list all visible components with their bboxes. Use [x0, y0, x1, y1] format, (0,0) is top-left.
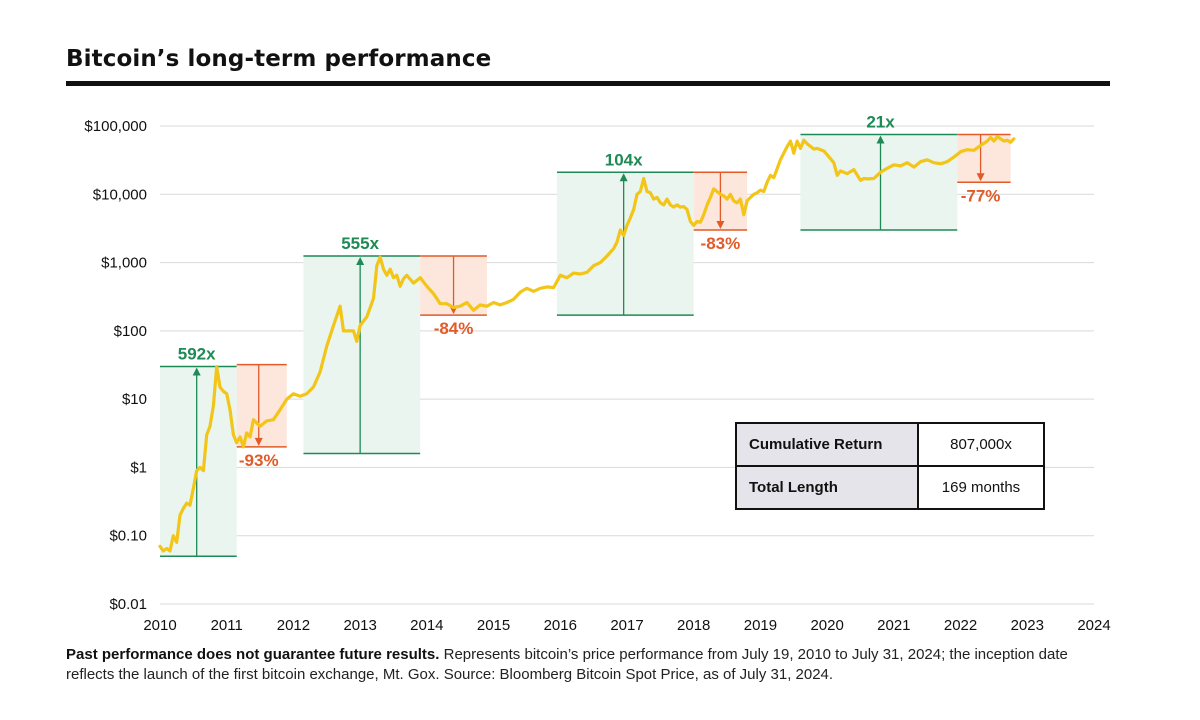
summary-row-total-length: Total Length 169 months	[735, 465, 1045, 510]
arrow-up-icon	[356, 256, 365, 265]
footnote-source: Represents bitcoin’s price performance f…	[66, 646, 1068, 683]
drawdown-label: -83%	[701, 234, 741, 253]
arrow-up-icon	[876, 135, 885, 144]
page-title: Bitcoin’s long-term performance	[66, 46, 492, 72]
gain-multiple-label: 104x	[605, 150, 643, 169]
footnote: Past performance does not guarantee futu…	[66, 645, 1116, 685]
x-tick-label: 2022	[944, 617, 977, 634]
summary-row-cumulative-return: Cumulative Return 807,000x	[735, 422, 1045, 467]
drawdown-label: -84%	[434, 319, 474, 338]
x-tick-label: 2019	[744, 617, 777, 634]
arrow-down-icon	[254, 437, 263, 446]
loss-region	[236, 364, 287, 447]
drawdown-label: -77%	[961, 186, 1001, 205]
arrow-down-icon	[716, 220, 725, 229]
gain-region	[800, 134, 958, 230]
x-tick-label: 2017	[610, 617, 643, 634]
y-tick-label: $0.10	[109, 528, 147, 545]
arrow-up-icon	[192, 367, 201, 376]
drawdown-label: -93%	[239, 451, 279, 470]
gain-multiple-label: 592x	[178, 345, 216, 364]
x-tick-label: 2024	[1077, 617, 1110, 634]
gain-region	[303, 255, 421, 454]
x-tick-label: 2012	[277, 617, 310, 634]
x-tick-label: 2013	[343, 617, 376, 634]
summary-table: Cumulative Return 807,000x Total Length …	[735, 422, 1045, 510]
y-tick-label: $1	[130, 459, 147, 476]
y-tick-label: $100	[114, 323, 147, 340]
y-tick-label: $10,000	[93, 186, 147, 203]
y-tick-label: $1,000	[101, 255, 147, 272]
gain-region	[160, 366, 237, 557]
x-tick-label: 2021	[877, 617, 910, 634]
arrow-up-icon	[619, 173, 628, 182]
gain-multiple-label: 555x	[341, 234, 379, 253]
y-tick-label: $0.01	[109, 596, 147, 613]
gain-region	[556, 172, 694, 316]
summary-label: Total Length	[735, 465, 919, 510]
gain-multiple-label: 21x	[866, 113, 895, 132]
arrow-down-icon	[976, 173, 985, 182]
y-tick-label: $100,000	[84, 118, 147, 135]
x-tick-label: 2023	[1011, 617, 1044, 634]
x-tick-label: 2016	[544, 617, 577, 634]
price-series-line	[158, 135, 1016, 553]
x-tick-label: 2011	[211, 617, 243, 634]
y-tick-label: $10	[122, 391, 147, 408]
footnote-disclaimer: Past performance does not guarantee futu…	[66, 646, 440, 663]
x-tick-label: 2020	[810, 617, 843, 634]
title-divider	[66, 81, 1110, 86]
summary-label: Cumulative Return	[735, 422, 919, 467]
summary-value: 807,000x	[917, 422, 1045, 467]
x-tick-label: 2010	[143, 617, 176, 634]
summary-value: 169 months	[917, 465, 1045, 510]
x-tick-label: 2014	[410, 617, 443, 634]
x-tick-label: 2018	[677, 617, 710, 634]
x-tick-label: 2015	[477, 617, 510, 634]
